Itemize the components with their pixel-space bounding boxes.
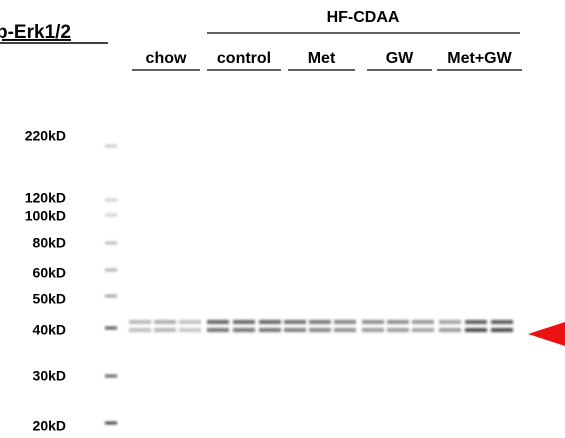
blot-band xyxy=(259,320,281,324)
blot-band xyxy=(259,328,281,332)
page: p-Erk1/2 HF-CDAA chow control Met GW Met+GW 2… xyxy=(0,0,565,433)
blot-figure: p-Erk1/2 HF-CDAA chow control Met GW Met+GW 2… xyxy=(0,0,565,433)
ladder-band xyxy=(105,422,117,425)
ladder-band xyxy=(105,295,117,298)
ladder-band xyxy=(105,327,117,330)
ladder-band xyxy=(105,214,117,217)
blot-title: p-Erk1/2 xyxy=(0,22,71,43)
lane-label: control xyxy=(217,50,271,67)
blot-band xyxy=(362,328,384,332)
blot-band xyxy=(465,320,487,324)
blot-band xyxy=(412,328,434,332)
blot-band xyxy=(154,320,176,324)
blot-band xyxy=(284,328,306,332)
blot-band xyxy=(439,328,461,332)
blot-band xyxy=(179,320,201,324)
blot-band xyxy=(491,320,513,324)
blot-band xyxy=(334,320,356,324)
ladder-band xyxy=(105,375,117,378)
marker-label: 50kD xyxy=(33,291,66,307)
lane-label: GW xyxy=(386,50,414,67)
lane-label: Met+GW xyxy=(447,50,512,67)
blot-band xyxy=(207,328,229,332)
ladder-band xyxy=(105,269,117,272)
ladder-band xyxy=(105,199,117,202)
ladder-band xyxy=(105,145,117,148)
blot-band xyxy=(233,328,255,332)
blot-band xyxy=(387,328,409,332)
group-label: HF-CDAA xyxy=(327,9,400,26)
blot-band xyxy=(491,328,513,332)
blot-band xyxy=(439,320,461,324)
blot-band xyxy=(179,328,201,332)
ladder-band xyxy=(105,242,117,245)
marker-label: 40kD xyxy=(33,322,66,338)
marker-label: 100kD xyxy=(25,208,66,224)
blot-band xyxy=(129,320,151,324)
blot-band xyxy=(284,320,306,324)
marker-label: 20kD xyxy=(33,418,66,433)
lane-label: Met xyxy=(308,50,336,67)
blot-band xyxy=(309,328,331,332)
blot-band xyxy=(233,320,255,324)
blot-band xyxy=(412,320,434,324)
marker-label: 30kD xyxy=(33,368,66,384)
blot-band xyxy=(154,328,176,332)
lane-label: chow xyxy=(146,50,187,67)
marker-label: 60kD xyxy=(33,265,66,281)
blot-band xyxy=(129,328,151,332)
blot-band xyxy=(334,328,356,332)
blot-band xyxy=(465,328,487,332)
band-arrow xyxy=(528,322,565,346)
marker-label: 80kD xyxy=(33,235,66,251)
marker-label: 120kD xyxy=(25,190,66,206)
blot-band xyxy=(387,320,409,324)
blot-band xyxy=(362,320,384,324)
marker-label: 220kD xyxy=(25,128,66,144)
blot-band xyxy=(309,320,331,324)
blot-band xyxy=(207,320,229,324)
